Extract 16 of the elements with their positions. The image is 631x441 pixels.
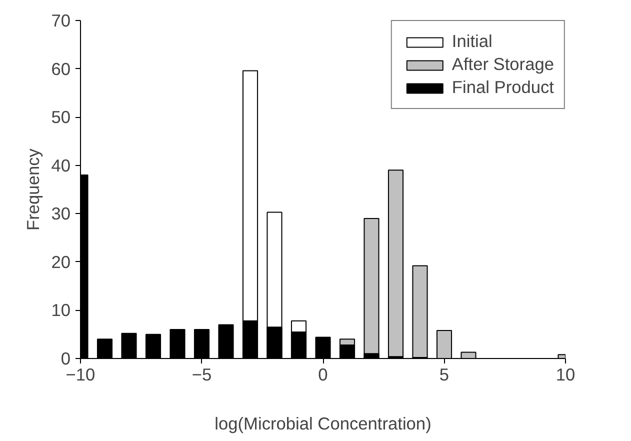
y-tick-label: 50 [51, 107, 71, 128]
y-tick-label: 60 [51, 58, 71, 79]
x-tick-label: −5 [192, 364, 212, 384]
x-tick-label: 5 [439, 364, 450, 384]
y-tick-label: 30 [51, 204, 71, 224]
y-tick-label: 20 [51, 252, 71, 272]
x-tick-label: 10 [556, 364, 576, 384]
y-tick-label: 70 [51, 10, 71, 30]
legend-label: Initial [452, 31, 492, 52]
y-tick-label: 10 [51, 300, 71, 320]
y-tick-label: 40 [51, 155, 71, 176]
legend-label: After Storage [452, 54, 554, 75]
y-axis-title: Frequency [23, 148, 44, 230]
x-axis-title: log(Microbial Concentration) [214, 414, 432, 434]
legend-label: Final Product [452, 77, 554, 98]
x-tick-label: 0 [318, 364, 328, 384]
